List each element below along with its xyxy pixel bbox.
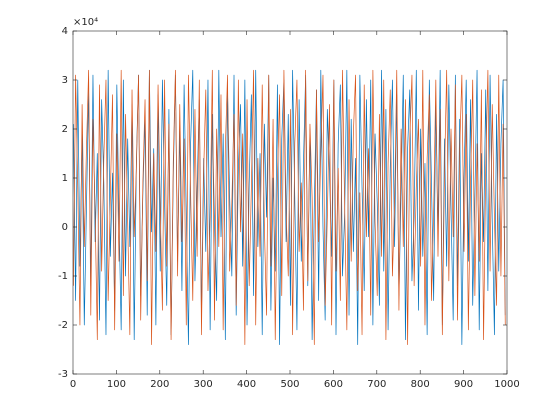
x-tick-label: 200 [150, 379, 169, 390]
y-tick-label: 2 [62, 124, 68, 135]
x-tick-label: 300 [194, 379, 213, 390]
y-tick-label: -3 [58, 369, 68, 380]
x-tick-label: 1000 [494, 379, 519, 390]
x-tick-label: 0 [70, 379, 76, 390]
x-tick-label: 100 [107, 379, 126, 390]
y-exponent: ×10⁴ [73, 17, 98, 28]
data-line [73, 69, 506, 345]
x-tick-label: 800 [411, 379, 430, 390]
y-tick-label: 0 [62, 222, 68, 233]
y-tick-label: -2 [58, 320, 68, 331]
y-tick-label: -1 [58, 271, 68, 282]
y-tick-label: 4 [62, 26, 68, 37]
x-tick-label: 500 [280, 379, 299, 390]
y-tick-label: 1 [62, 173, 68, 184]
y-tick-label: 3 [62, 75, 68, 86]
x-tick-label: 700 [367, 379, 386, 390]
x-tick-label: 400 [237, 379, 256, 390]
x-tick-label: 600 [324, 379, 343, 390]
x-tick-label: 900 [454, 379, 473, 390]
